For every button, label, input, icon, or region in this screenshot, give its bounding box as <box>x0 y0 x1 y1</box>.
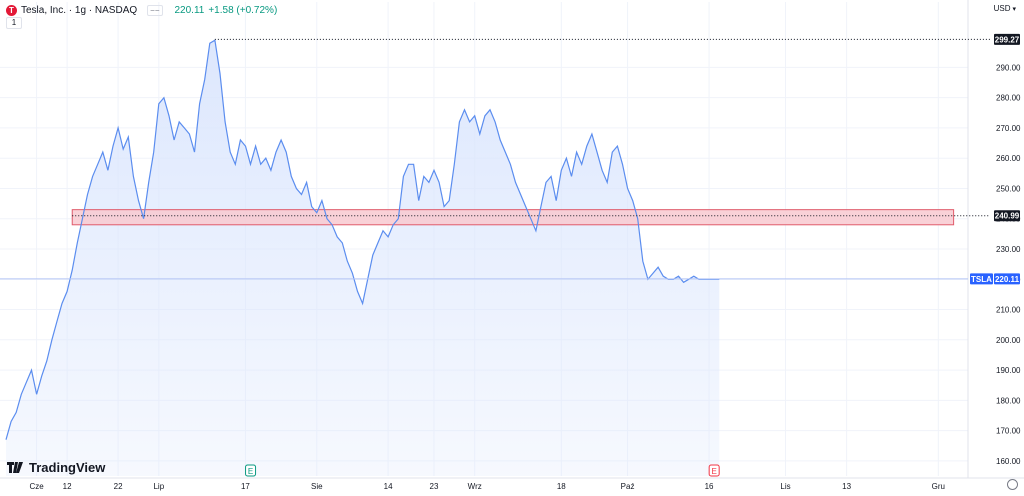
x-tick-label: 23 <box>430 482 439 491</box>
earnings-marker-label: E <box>711 467 716 476</box>
level-price-label-bg <box>994 210 1020 222</box>
symbol-title[interactable]: Tesla, Inc. · 1g · NASDAQ <box>21 4 138 16</box>
price-change: +1.58 (+0.72%) <box>208 4 278 16</box>
x-tick-label: Gru <box>932 482 945 491</box>
collapse-legend-button[interactable]: −− <box>147 4 163 16</box>
tesla-logo-icon: T <box>6 4 17 16</box>
symbol-label: TSLA <box>971 275 992 284</box>
x-tick-label: 14 <box>384 482 393 491</box>
x-tick-label: Sie <box>311 482 323 491</box>
y-tick-label: 280.00 <box>996 94 1021 103</box>
chart-settings-icon[interactable] <box>1007 479 1018 490</box>
currency-selector[interactable]: USD <box>994 4 1016 13</box>
x-tick-label: 16 <box>705 482 714 491</box>
y-tick-label: 190.00 <box>996 366 1021 375</box>
max-price-label-bg <box>994 33 1020 45</box>
last-price: 220.11 <box>174 4 205 16</box>
x-tick-label: 17 <box>241 482 250 491</box>
last-price-label: 220.11 <box>995 275 1020 284</box>
y-tick-label: 170.00 <box>996 427 1021 436</box>
earnings-marker-label: E <box>248 467 253 476</box>
y-tick-label: 180.00 <box>996 396 1021 405</box>
y-tick-label: 250.00 <box>996 184 1021 193</box>
price-line <box>5 39 720 440</box>
y-tick-label: 160.00 <box>996 457 1021 466</box>
y-tick-label: 230.00 <box>996 245 1021 254</box>
level-price-label: 240.99 <box>995 212 1020 221</box>
y-tick-label: 260.00 <box>996 154 1021 163</box>
y-tick-label: 270.00 <box>996 124 1021 133</box>
x-tick-label: Paź <box>621 482 635 491</box>
x-tick-label: Cze <box>29 482 44 491</box>
x-tick-label: 12 <box>63 482 72 491</box>
x-tick-label: Wrz <box>468 482 482 491</box>
last-price-label-bg <box>994 273 1020 285</box>
max-price-label: 299.27 <box>995 35 1020 44</box>
earnings-marker <box>708 464 720 477</box>
x-tick-label: 13 <box>842 482 851 491</box>
x-tick-label: 22 <box>114 482 123 491</box>
x-tick-label: Lis <box>780 482 790 491</box>
price-area-fill <box>6 40 720 476</box>
y-tick-label: 210.00 <box>996 306 1021 315</box>
tradingview-brand[interactable]: TradingView <box>7 459 105 475</box>
y-tick-label: 200.00 <box>996 336 1021 345</box>
x-tick-label: 18 <box>557 482 566 491</box>
chart-legend: T Tesla, Inc. · 1g · NASDAQ −− 220.11 +1… <box>6 3 277 17</box>
highlight-zone <box>71 209 955 226</box>
indicator-count-button[interactable]: 1 <box>6 17 22 29</box>
earnings-marker <box>245 464 257 477</box>
tradingview-logo-icon <box>7 461 23 473</box>
y-tick-label: 290.00 <box>996 63 1021 72</box>
x-tick-label: Lip <box>153 482 164 491</box>
symbol-label-bg <box>970 273 993 285</box>
brand-name: TradingView <box>29 459 106 475</box>
